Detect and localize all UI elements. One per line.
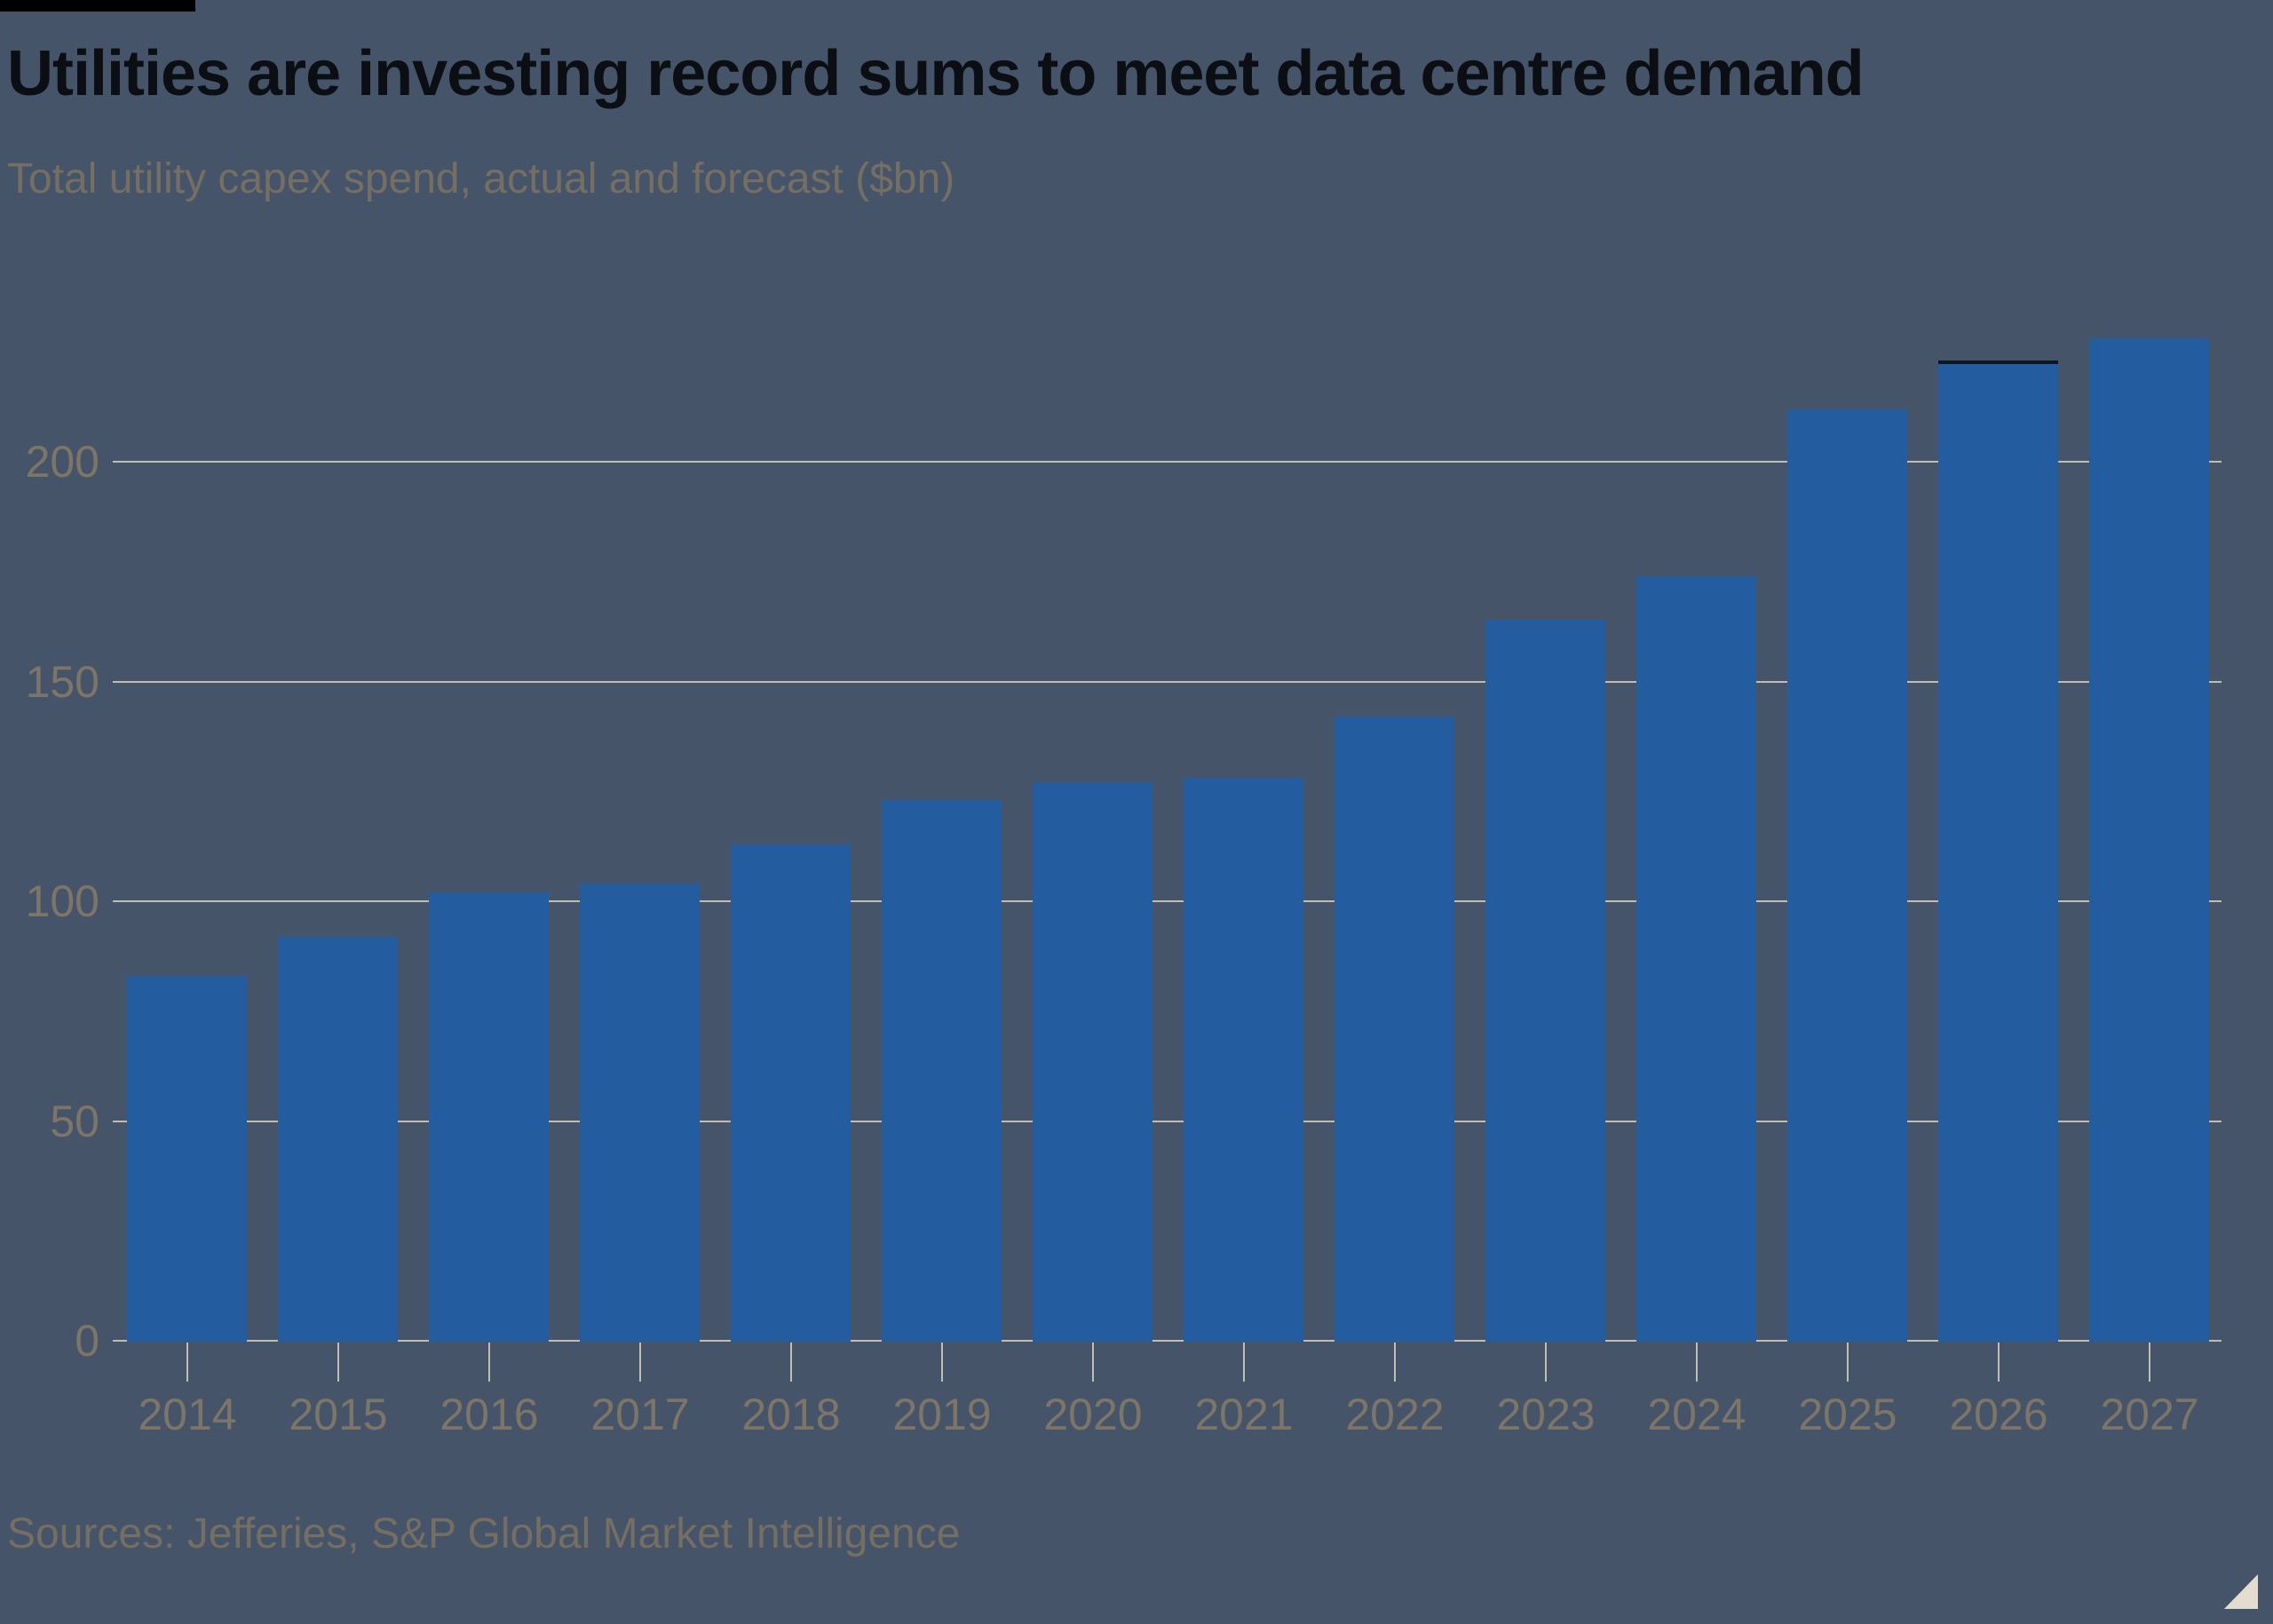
x-axis-tick-label: 2015 bbox=[289, 1390, 388, 1439]
bar-2023 bbox=[1485, 620, 1605, 1342]
x-axis-tick-label: 2020 bbox=[1043, 1390, 1143, 1439]
sources-note: Sources: Jefferies, S&P Global Market In… bbox=[7, 1510, 961, 1557]
bar-2014 bbox=[127, 976, 247, 1342]
gridline-0 bbox=[113, 1340, 2222, 1342]
resize-handle-icon[interactable] bbox=[2224, 1574, 2258, 1609]
x-axis-tick bbox=[186, 1343, 188, 1382]
x-axis-tick-label: 2026 bbox=[1949, 1390, 2048, 1439]
bar-2019 bbox=[882, 800, 1002, 1342]
x-axis-tick bbox=[1092, 1343, 1094, 1382]
x-axis-tick-label: 2014 bbox=[138, 1390, 237, 1439]
y-axis-tick-label: 150 bbox=[25, 657, 99, 707]
y-axis-tick-label: 0 bbox=[75, 1316, 99, 1366]
y-axis-tick-label: 50 bbox=[50, 1097, 99, 1146]
x-axis-tick bbox=[639, 1343, 641, 1382]
bar-2018 bbox=[731, 844, 851, 1342]
gridline-100 bbox=[113, 900, 2222, 902]
x-axis-tick bbox=[1847, 1343, 1849, 1382]
y-axis-tick-label: 100 bbox=[25, 876, 99, 926]
brand-top-bar bbox=[0, 0, 195, 12]
bar-2025 bbox=[1787, 409, 1907, 1342]
bar-2016 bbox=[429, 892, 549, 1342]
x-axis-tick-label: 2024 bbox=[1647, 1390, 1746, 1439]
x-axis-tick bbox=[337, 1343, 339, 1382]
bar-2017 bbox=[580, 883, 700, 1342]
x-axis-tick bbox=[1243, 1343, 1245, 1382]
x-axis-tick bbox=[790, 1343, 792, 1382]
chart-title: Utilities are investing record sums to m… bbox=[7, 38, 1865, 109]
x-axis-tick-label: 2018 bbox=[741, 1390, 841, 1439]
x-axis-tick-label: 2022 bbox=[1345, 1390, 1445, 1439]
gridline-50 bbox=[113, 1121, 2222, 1122]
x-axis-tick bbox=[941, 1343, 943, 1382]
x-axis-tick bbox=[1545, 1343, 1547, 1382]
bar-2022 bbox=[1334, 717, 1454, 1342]
gridline-200 bbox=[113, 461, 2222, 463]
x-axis-tick-label: 2023 bbox=[1496, 1390, 1596, 1439]
bar-2027 bbox=[2089, 338, 2209, 1342]
x-axis-tick-label: 2017 bbox=[590, 1390, 690, 1439]
x-axis-tick bbox=[2149, 1343, 2150, 1382]
gridline-150 bbox=[113, 681, 2222, 683]
x-axis-tick bbox=[488, 1343, 490, 1382]
x-axis-tick bbox=[1696, 1343, 1698, 1382]
x-axis-tick-label: 2027 bbox=[2100, 1390, 2199, 1439]
bar-2026 bbox=[1938, 360, 2058, 1342]
x-axis-tick-label: 2025 bbox=[1798, 1390, 1897, 1439]
y-axis-tick-label: 200 bbox=[25, 437, 99, 487]
x-axis-tick-label: 2021 bbox=[1194, 1390, 1294, 1439]
x-axis-tick-label: 2016 bbox=[440, 1390, 539, 1439]
bar-2024 bbox=[1636, 576, 1756, 1342]
chart-subtitle: Total utility capex spend, actual and fo… bbox=[7, 155, 955, 202]
bar-2021 bbox=[1184, 778, 1303, 1342]
bar-2015 bbox=[278, 937, 398, 1342]
bar-2020 bbox=[1033, 782, 1152, 1342]
x-axis-tick bbox=[1394, 1343, 1396, 1382]
x-axis-tick bbox=[1998, 1343, 2000, 1382]
x-axis-tick-label: 2019 bbox=[892, 1390, 992, 1439]
